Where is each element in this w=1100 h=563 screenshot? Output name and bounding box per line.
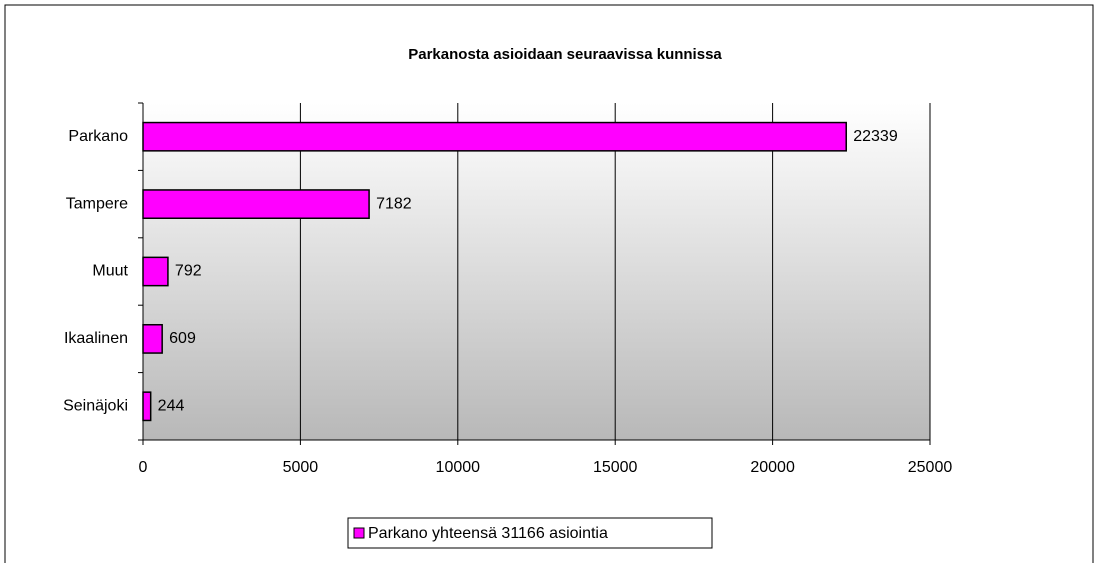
plot-area [143, 103, 930, 440]
chart-border [4, 4, 1094, 563]
x-tick-label: 0 [139, 459, 148, 476]
y-tick-label: Muut [92, 263, 128, 280]
x-tick-label: 5000 [283, 459, 319, 476]
legend-label: Parkano yhteensä 31166 asiointia [368, 525, 608, 542]
data-label: 792 [175, 263, 202, 280]
data-label: 609 [169, 330, 196, 347]
y-tick-label: Tampere [66, 195, 128, 212]
data-label: 244 [158, 398, 185, 415]
chart-title: Parkanosta asioidaan seuraavissa kunniss… [408, 46, 722, 63]
x-tick-label: 10000 [436, 459, 481, 476]
x-tick-label: 25000 [908, 459, 953, 476]
y-tick-label: Ikaalinen [64, 330, 128, 347]
bar [142, 189, 370, 220]
bar [142, 391, 152, 422]
data-label: 22339 [853, 128, 898, 145]
y-tick-label: Parkano [68, 128, 128, 145]
x-tick-label: 15000 [593, 459, 638, 476]
legend-box [347, 517, 713, 549]
x-tick-label: 20000 [750, 459, 795, 476]
legend-swatch [353, 527, 365, 539]
bar [142, 256, 169, 287]
y-tick-label: Seinäjoki [63, 398, 128, 415]
bar [142, 121, 847, 152]
bar [142, 323, 163, 354]
data-label: 7182 [376, 195, 412, 212]
